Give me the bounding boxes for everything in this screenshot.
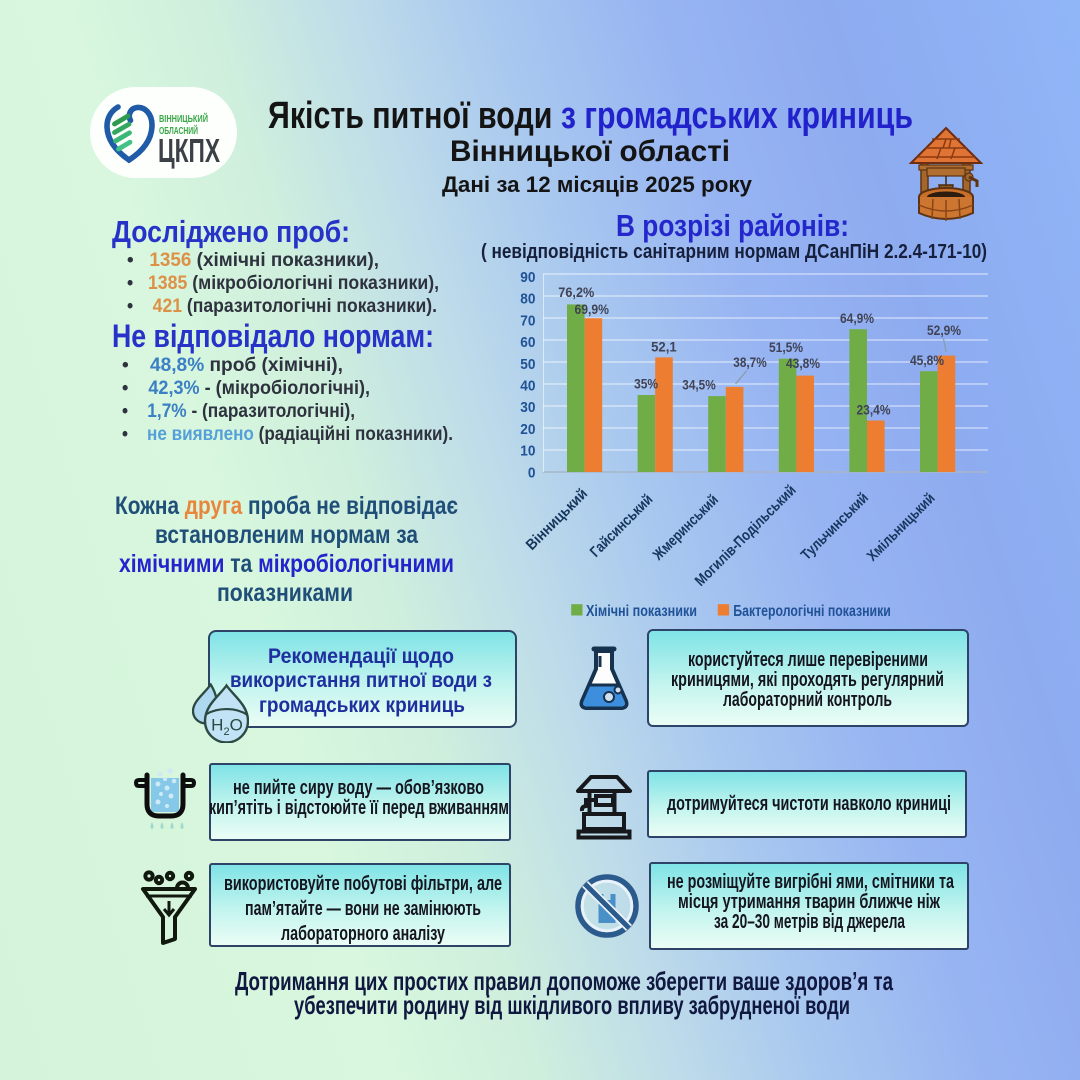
svg-text:Хімічні показники: Хімічні показники xyxy=(586,603,697,620)
svg-text:35%: 35% xyxy=(634,375,658,391)
svg-text:60: 60 xyxy=(520,334,535,351)
svg-text:38,7%: 38,7% xyxy=(733,354,767,370)
svg-text:69,9%: 69,9% xyxy=(574,301,609,317)
svg-text:23,4%: 23,4% xyxy=(857,402,891,418)
svg-text:Бактерологічні показники: Бактерологічні показники xyxy=(733,603,891,620)
svg-text:40: 40 xyxy=(520,378,535,395)
svg-text:80: 80 xyxy=(520,291,535,308)
svg-text:90: 90 xyxy=(520,269,535,286)
svg-text:76,2%: 76,2% xyxy=(558,284,594,300)
svg-text:64,9%: 64,9% xyxy=(840,310,874,326)
svg-text:34,5%: 34,5% xyxy=(682,376,716,392)
svg-text:45,8%: 45,8% xyxy=(910,352,944,368)
svg-text:43,8%: 43,8% xyxy=(786,355,820,371)
svg-text:H2O: H2O xyxy=(211,716,243,739)
svg-text:0: 0 xyxy=(528,464,536,481)
svg-text:70: 70 xyxy=(520,312,535,329)
svg-text:20: 20 xyxy=(520,421,535,438)
svg-text:52,9%: 52,9% xyxy=(927,322,961,338)
svg-text:50: 50 xyxy=(520,356,535,373)
svg-text:30: 30 xyxy=(520,399,535,416)
svg-text:51,5%: 51,5% xyxy=(769,339,803,355)
svg-text:52,1: 52,1 xyxy=(651,339,677,355)
svg-text:10: 10 xyxy=(520,443,535,460)
